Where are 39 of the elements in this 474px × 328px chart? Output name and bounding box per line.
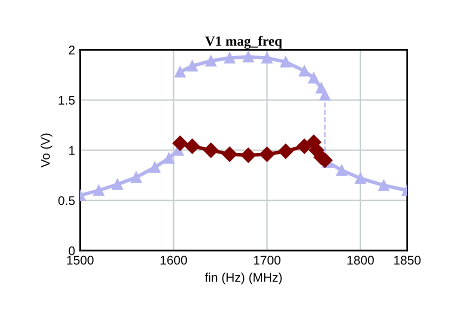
point (319, 89, 330, 101)
x-tick-label: 1800 (347, 256, 374, 265)
point (93, 184, 104, 196)
point (186, 60, 198, 72)
point (354, 172, 366, 184)
point (172, 136, 188, 151)
y-tick-label: 0.5 (58, 196, 75, 206)
point (378, 180, 390, 191)
point (259, 146, 275, 162)
point (112, 178, 124, 190)
point (130, 172, 142, 183)
y-tick-label: 2 (68, 46, 75, 54)
point (280, 56, 292, 68)
y-axis-title: Vo (V) (40, 134, 52, 168)
point (298, 65, 310, 76)
point (222, 146, 238, 162)
point (296, 138, 312, 154)
y-tick-label: 1.5 (58, 96, 75, 105)
point (278, 144, 294, 159)
y-tick-label: 1 (69, 146, 75, 155)
chart-title: V1 mag_freq (205, 36, 282, 49)
point (224, 52, 236, 64)
point (184, 138, 200, 154)
x-tick-label: 1850 (394, 256, 421, 265)
point (336, 164, 348, 176)
point (308, 72, 320, 84)
point (149, 162, 160, 173)
x-tick-label: 1500 (67, 256, 94, 265)
y-tick-label: 0 (68, 246, 75, 256)
point (163, 152, 174, 164)
x-tick-label: 1700 (254, 256, 280, 265)
point (203, 142, 218, 158)
x-axis-title: fin (Hz) (MHz) (204, 272, 282, 284)
x-tick-label: 1600 (160, 256, 187, 265)
point (205, 55, 216, 66)
point (174, 66, 186, 78)
point (240, 148, 256, 163)
point (242, 51, 254, 62)
point (261, 52, 273, 64)
